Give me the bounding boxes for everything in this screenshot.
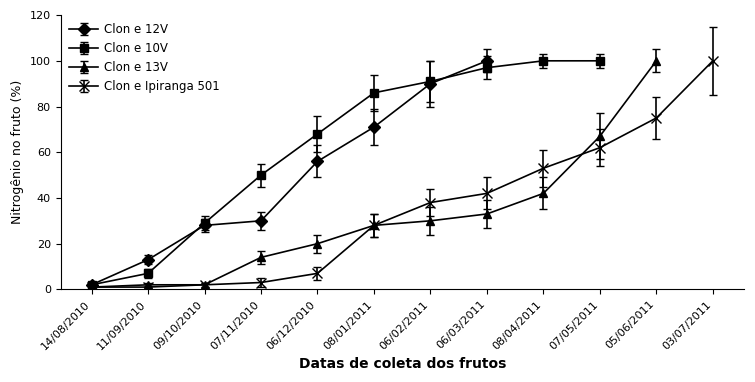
X-axis label: Datas de coleta dos frutos: Datas de coleta dos frutos: [298, 357, 506, 371]
Y-axis label: Nitrogênio no fruto (%): Nitrogênio no fruto (%): [11, 80, 24, 224]
Legend: Clon e 12V, Clon e 10V, Clon e 13V, Clon e Ipiranga 501: Clon e 12V, Clon e 10V, Clon e 13V, Clon…: [66, 21, 222, 96]
